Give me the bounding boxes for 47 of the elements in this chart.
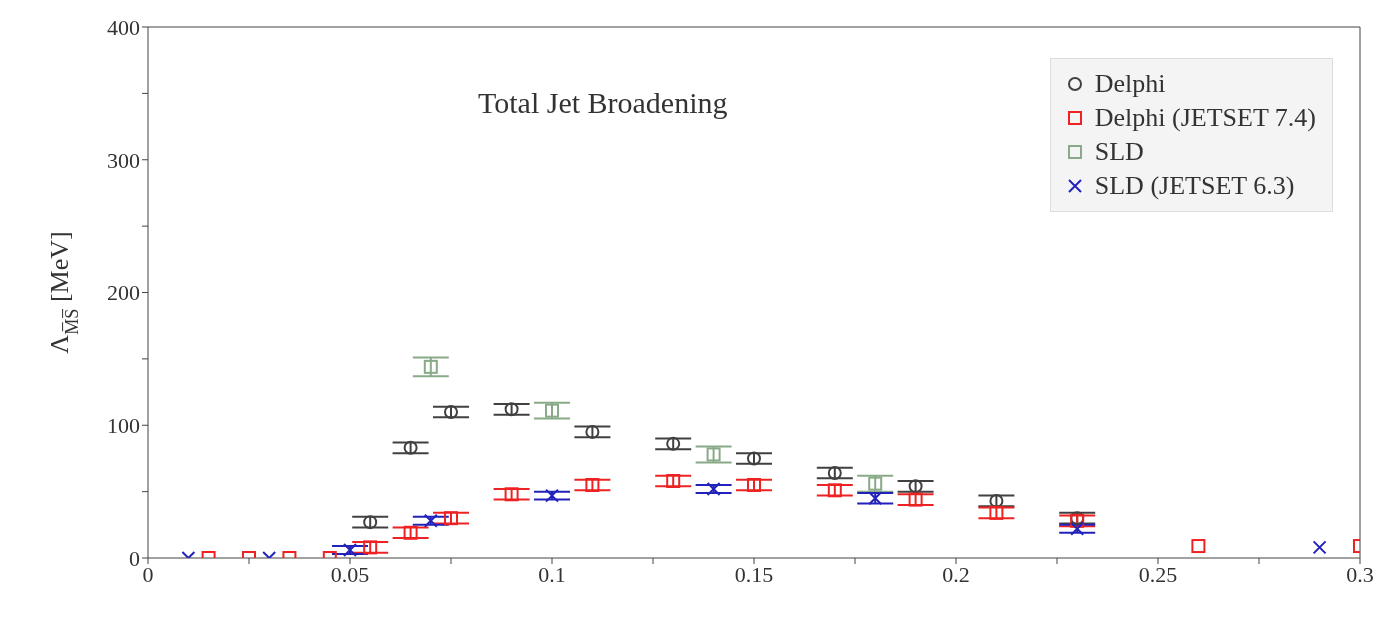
point <box>747 451 761 466</box>
point <box>423 513 438 528</box>
point <box>989 493 1004 508</box>
y-tick-label: 200 <box>107 280 140 306</box>
point <box>545 488 559 503</box>
x-tick-label: 0.3 <box>1346 561 1374 587</box>
legend-label: Delphi <box>1094 68 1166 100</box>
point <box>827 483 842 498</box>
x-tick-label: 0.25 <box>1138 561 1178 587</box>
x-tick-label: 0.2 <box>942 561 970 587</box>
legend-label: SLD (JETSET 6.3) <box>1094 170 1295 202</box>
legend-label: SLD <box>1094 136 1144 168</box>
point <box>363 540 378 555</box>
point <box>908 479 923 494</box>
point <box>423 359 438 374</box>
point <box>989 505 1004 520</box>
point <box>363 515 378 530</box>
point <box>1312 540 1327 555</box>
point <box>706 481 721 496</box>
point <box>444 404 458 419</box>
point <box>585 424 600 439</box>
point <box>706 447 721 462</box>
point <box>908 492 923 507</box>
y-tick-label: 0 <box>129 545 140 571</box>
point <box>827 466 842 481</box>
y-tick-label: 300 <box>107 147 140 173</box>
point <box>444 511 458 526</box>
x-tick-label: 0.15 <box>734 561 774 587</box>
point <box>403 440 418 455</box>
point <box>343 543 357 558</box>
text: Total Jet Broadening <box>478 86 728 120</box>
point <box>545 403 559 418</box>
point <box>504 402 519 417</box>
point <box>585 477 600 492</box>
point <box>1191 539 1206 554</box>
point <box>403 525 418 540</box>
point <box>868 491 883 506</box>
point <box>1070 521 1085 536</box>
point <box>868 476 883 491</box>
point <box>504 487 519 502</box>
x-tick-label: 0.1 <box>538 561 566 587</box>
y-tick-label: 400 <box>107 14 140 40</box>
legend-label: Delphi (JETSET 7.4) <box>1094 102 1316 134</box>
point <box>666 436 681 451</box>
x-tick-label: 0.05 <box>330 561 370 587</box>
y-tick-label: 100 <box>107 413 140 439</box>
point <box>666 474 681 489</box>
